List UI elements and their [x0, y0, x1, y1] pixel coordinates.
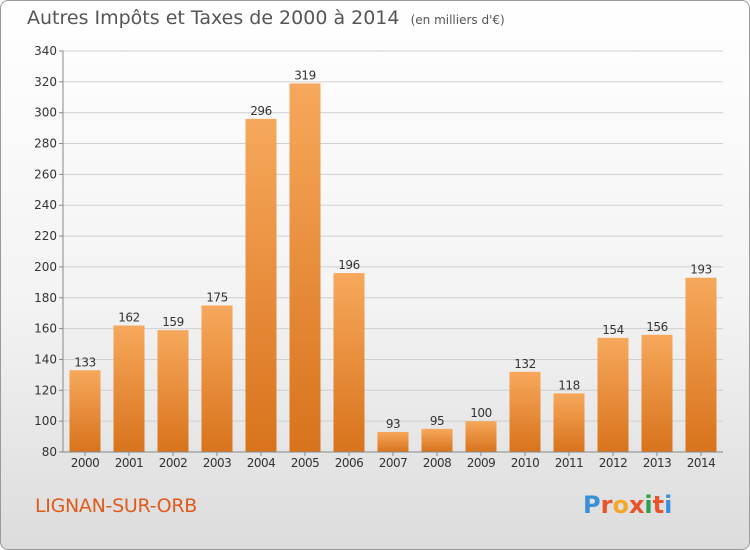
y-tick-label: 260: [34, 167, 57, 181]
logo-letter: P: [583, 491, 601, 519]
data-label: 159: [162, 315, 183, 329]
axes: 80 100 120 140 160 180 200 220 240 260 280 300 320 34…: [34, 44, 723, 470]
chart-title: Autres Impôts et Taxes de 2000 à 2014: [27, 7, 400, 29]
y-tick-label: 340: [34, 44, 57, 58]
bar: [157, 330, 189, 452]
data-label: 93: [386, 417, 400, 431]
bar: [201, 305, 233, 452]
y-tick-label: 160: [34, 322, 57, 336]
x-tick-label: 2008: [423, 456, 452, 470]
bar: [553, 393, 585, 452]
x-tick-label: 2013: [643, 456, 672, 470]
data-label: 319: [294, 68, 315, 82]
logo-letter: r: [600, 491, 613, 519]
x-tick-label: 2012: [599, 456, 628, 470]
data-label: 95: [430, 414, 444, 428]
x-tick-label: 2006: [335, 456, 364, 470]
data-label: 196: [338, 258, 359, 272]
data-label: 156: [646, 320, 667, 334]
bars: 133 162 159 175 296 319 196 93 95 100 132 118 154 156…: [69, 68, 717, 452]
data-label: 162: [118, 311, 139, 325]
data-label: 193: [690, 263, 711, 277]
data-label: 175: [206, 290, 227, 304]
logo-letter: t: [652, 491, 665, 519]
bar: [465, 421, 497, 452]
x-tick-label: 2005: [291, 456, 320, 470]
logo-letter: o: [612, 491, 629, 519]
data-label: 100: [470, 406, 491, 420]
title-row: Autres Impôts et Taxes de 2000 à 2014 (e…: [27, 7, 505, 29]
chart-unit: (en milliers d'€): [410, 13, 505, 27]
y-tick-label: 300: [34, 106, 57, 120]
logo-letter: x: [628, 491, 645, 519]
x-tick-label: 2000: [71, 456, 100, 470]
bar: [421, 428, 453, 452]
data-label: 132: [514, 357, 535, 371]
y-tick-label: 80: [42, 445, 57, 459]
logo-letter: i: [664, 491, 673, 519]
bar: [69, 370, 101, 452]
y-tick-label: 220: [34, 229, 57, 243]
logo-letter: i: [644, 491, 653, 519]
bar: [113, 325, 145, 452]
x-tick-label: 2003: [203, 456, 232, 470]
bar: [333, 273, 365, 452]
x-tick-label: 2001: [115, 456, 144, 470]
bar: [509, 371, 541, 452]
y-tick-label: 100: [34, 414, 57, 428]
bar: [245, 118, 277, 452]
y-tick-label: 140: [34, 352, 57, 366]
data-label: 154: [602, 323, 623, 337]
bar: [641, 334, 673, 452]
bar: [377, 431, 409, 452]
y-tick-label: 200: [34, 260, 57, 274]
x-tick-label: 2009: [467, 456, 496, 470]
x-tick-label: 2014: [687, 456, 716, 470]
x-tick-label: 2002: [159, 456, 188, 470]
y-tick-label: 180: [34, 291, 57, 305]
x-tick-label: 2007: [379, 456, 408, 470]
y-tick-label: 280: [34, 137, 57, 151]
proxiti-logo: Proxiti: [583, 491, 672, 519]
x-tick-label: 2010: [511, 456, 540, 470]
y-tick-label: 120: [34, 383, 57, 397]
commune-name: LIGNAN-SUR-ORB: [35, 495, 197, 517]
y-tick-label: 240: [34, 198, 57, 212]
bar: [597, 337, 629, 452]
data-label: 118: [558, 378, 579, 392]
data-label: 296: [250, 104, 271, 118]
y-tick-label: 320: [34, 75, 57, 89]
data-label: 133: [74, 355, 95, 369]
x-tick-label: 2004: [247, 456, 276, 470]
bar: [289, 83, 321, 452]
x-tick-label: 2011: [555, 456, 584, 470]
bar: [685, 277, 717, 452]
